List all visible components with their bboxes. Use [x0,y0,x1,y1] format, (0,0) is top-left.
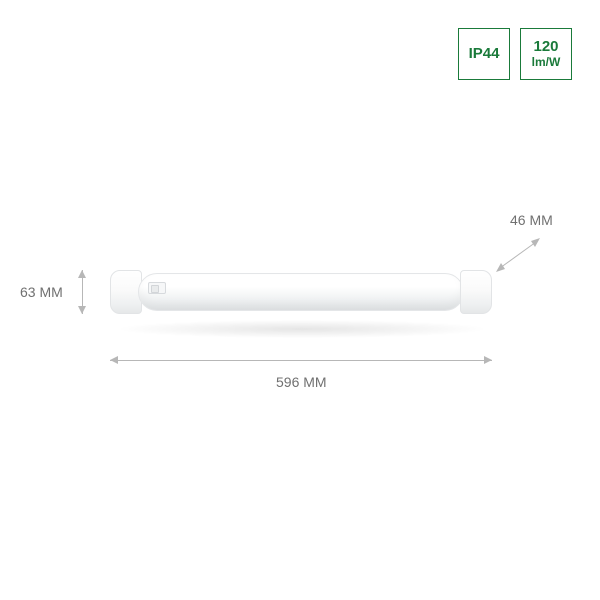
dimension-width-label: 596 MM [276,374,327,390]
dimension-width-line [110,360,492,361]
dimension-depth [496,238,540,272]
product-diffuser [138,273,464,311]
dimension-depth-label: 46 MM [510,212,553,228]
arrowhead-left-icon [110,356,118,364]
spec-badges: IP44 120 lm/W [458,28,572,80]
badge-ip-rating-value: IP44 [469,46,500,63]
dimension-height-label: 63 MM [20,284,63,300]
badge-efficacy-value: 120 [533,39,558,56]
product-diagram: 63 MM 46 MM 596 MM [0,180,600,420]
product-endcap-right [460,270,492,314]
product-switch [148,282,166,294]
dimension-width [110,354,492,374]
arrowhead-down-icon [78,306,86,314]
badge-ip-rating: IP44 [458,28,510,80]
badge-efficacy-unit: lm/W [532,56,561,69]
dimension-height [74,270,94,314]
badge-efficacy: 120 lm/W [520,28,572,80]
product-batten [110,270,492,314]
dimension-depth-line [496,238,540,272]
arrowhead-right-icon [484,356,492,364]
product-shadow [120,320,484,338]
arrowhead-up-icon [78,270,86,278]
